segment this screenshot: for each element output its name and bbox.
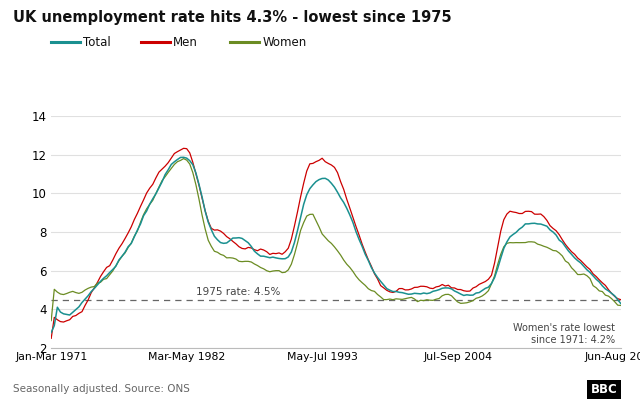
Text: Seasonally adjusted. Source: ONS: Seasonally adjusted. Source: ONS bbox=[13, 384, 189, 394]
Text: BBC: BBC bbox=[591, 383, 618, 396]
Text: 1975 rate: 4.5%: 1975 rate: 4.5% bbox=[196, 287, 280, 297]
Text: Total: Total bbox=[83, 36, 111, 48]
Text: UK unemployment rate hits 4.3% - lowest since 1975: UK unemployment rate hits 4.3% - lowest … bbox=[13, 10, 451, 25]
Text: Men: Men bbox=[173, 36, 198, 48]
Text: Women's rate lowest
since 1971: 4.2%: Women's rate lowest since 1971: 4.2% bbox=[513, 323, 614, 345]
Text: Women: Women bbox=[262, 36, 307, 48]
